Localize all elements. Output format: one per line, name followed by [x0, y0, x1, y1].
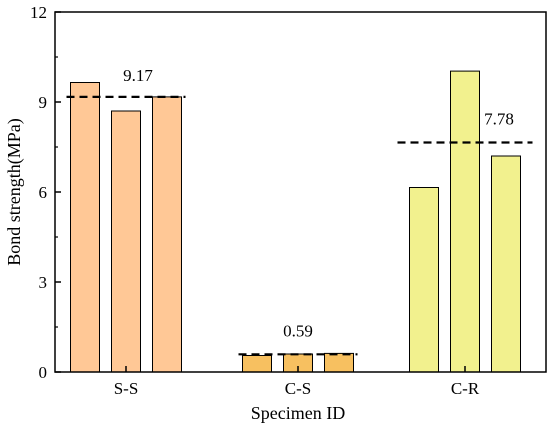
x-tick-label: C-S: [285, 379, 311, 398]
bar-S-S-2: [111, 110, 141, 373]
mean-label-C-R: 7.78: [484, 110, 514, 129]
x-axis-title: Specimen ID: [251, 403, 345, 423]
y-axis-title: Bond strength(MPa): [4, 118, 25, 266]
y-tick-label: 3: [39, 273, 48, 292]
bars-layer: [70, 70, 521, 373]
x-tick-label: S-S: [114, 379, 139, 398]
bar-S-S-1: [70, 82, 100, 373]
x-tick-label: C-R: [451, 379, 480, 398]
bar-C-S-1: [242, 355, 272, 373]
mean-label-C-S: 0.59: [283, 321, 313, 340]
y-tick-label: 0: [39, 363, 48, 382]
bar-C-R-2: [450, 70, 480, 373]
bar-C-R-1: [409, 187, 439, 373]
bar-S-S-3: [152, 96, 182, 373]
bar-C-S-3: [324, 352, 354, 373]
y-tick-label: 12: [30, 3, 47, 22]
axes-layer: 0 3 6 9 12 S-S C-S C-R: [30, 3, 480, 398]
y-tick-label: 6: [39, 183, 48, 202]
bar-C-R-3: [491, 155, 521, 373]
mean-label-S-S: 9.17: [123, 66, 153, 85]
mean-lines-layer: 9.17 0.59 7.78: [66, 66, 533, 356]
y-tick-label: 9: [39, 93, 48, 112]
